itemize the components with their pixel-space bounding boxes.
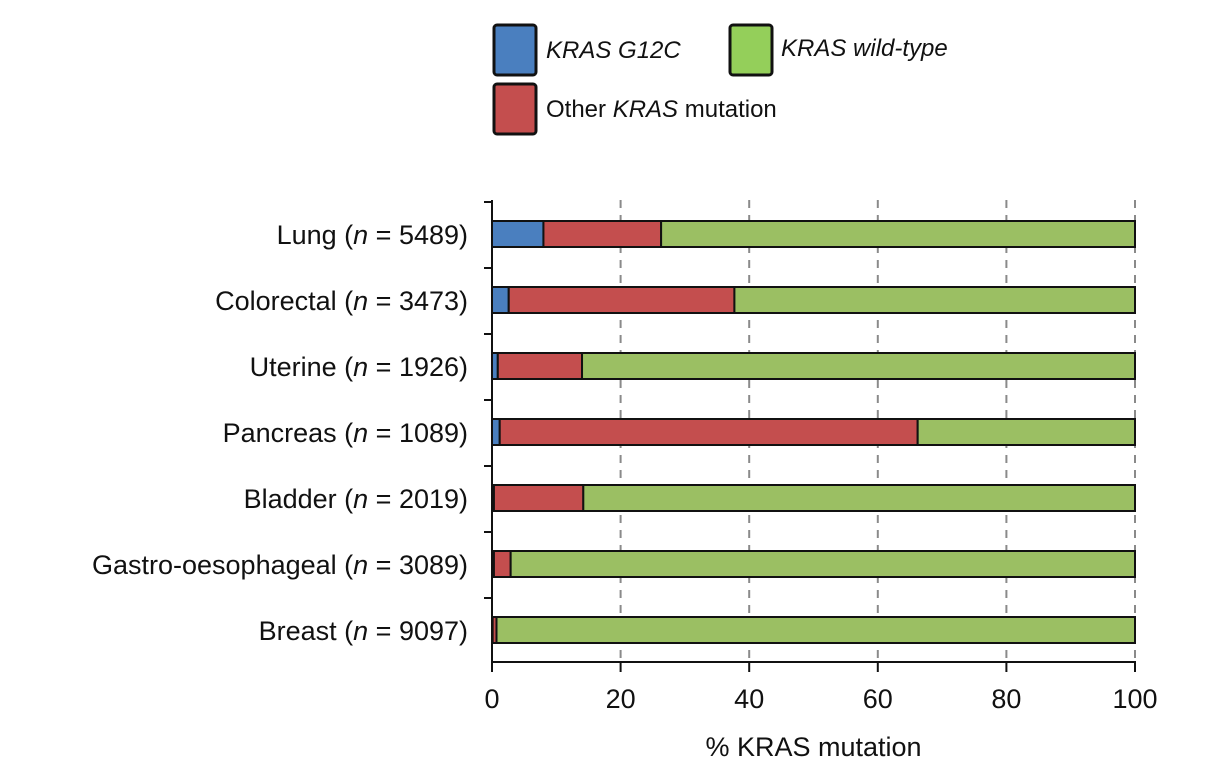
bar-segment-1 [492, 484, 585, 512]
bar-segment-2 [495, 616, 1137, 644]
category-label: Pancreas (n = 1089) [223, 418, 468, 448]
x-tick-label-80: 80 [991, 684, 1021, 714]
bar-segment-1 [496, 352, 584, 380]
x-axis-label: % KRAS mutation [705, 732, 921, 762]
legend-swatch-wt [728, 23, 774, 77]
legend-swatch-other [492, 82, 538, 136]
x-tick-label-60: 60 [863, 684, 893, 714]
category-label: Bladder (n = 2019) [244, 484, 468, 514]
legend-label-other: Other KRAS mutation [546, 96, 777, 123]
legend-swatch-g12c [492, 23, 538, 77]
category-label: Gastro-oesophageal (n = 3089) [92, 550, 468, 580]
category-label: Uterine (n = 1926) [250, 352, 468, 382]
category-label: Lung (n = 5489) [277, 220, 468, 250]
bar-segment-0 [491, 418, 501, 446]
category-label: Colorectal (n = 3473) [215, 286, 468, 316]
legend-label-wt: KRAS wild-type [781, 35, 948, 62]
bar-segment-0 [491, 286, 510, 314]
bar-segment-2 [582, 484, 1136, 512]
x-tick-label-20: 20 [606, 684, 636, 714]
bar-segment-1 [542, 220, 663, 248]
x-tick-label-100: 100 [1112, 684, 1157, 714]
bar-segment-2 [581, 352, 1136, 380]
bar-segment-2 [733, 286, 1136, 314]
category-label: Breast (n = 9097) [259, 616, 468, 646]
bar-segment-1 [492, 550, 512, 578]
bar-segment-1 [507, 286, 736, 314]
bar-segment-1 [498, 418, 919, 446]
x-tick-label-40: 40 [734, 684, 764, 714]
bar-segment-2 [509, 550, 1137, 578]
legend-label-g12c: KRAS G12C [546, 37, 681, 64]
bar-segment-2 [916, 418, 1137, 446]
bar-segment-0 [491, 220, 545, 248]
x-tick-label-0: 0 [484, 684, 499, 714]
bar-segment-2 [660, 220, 1136, 248]
